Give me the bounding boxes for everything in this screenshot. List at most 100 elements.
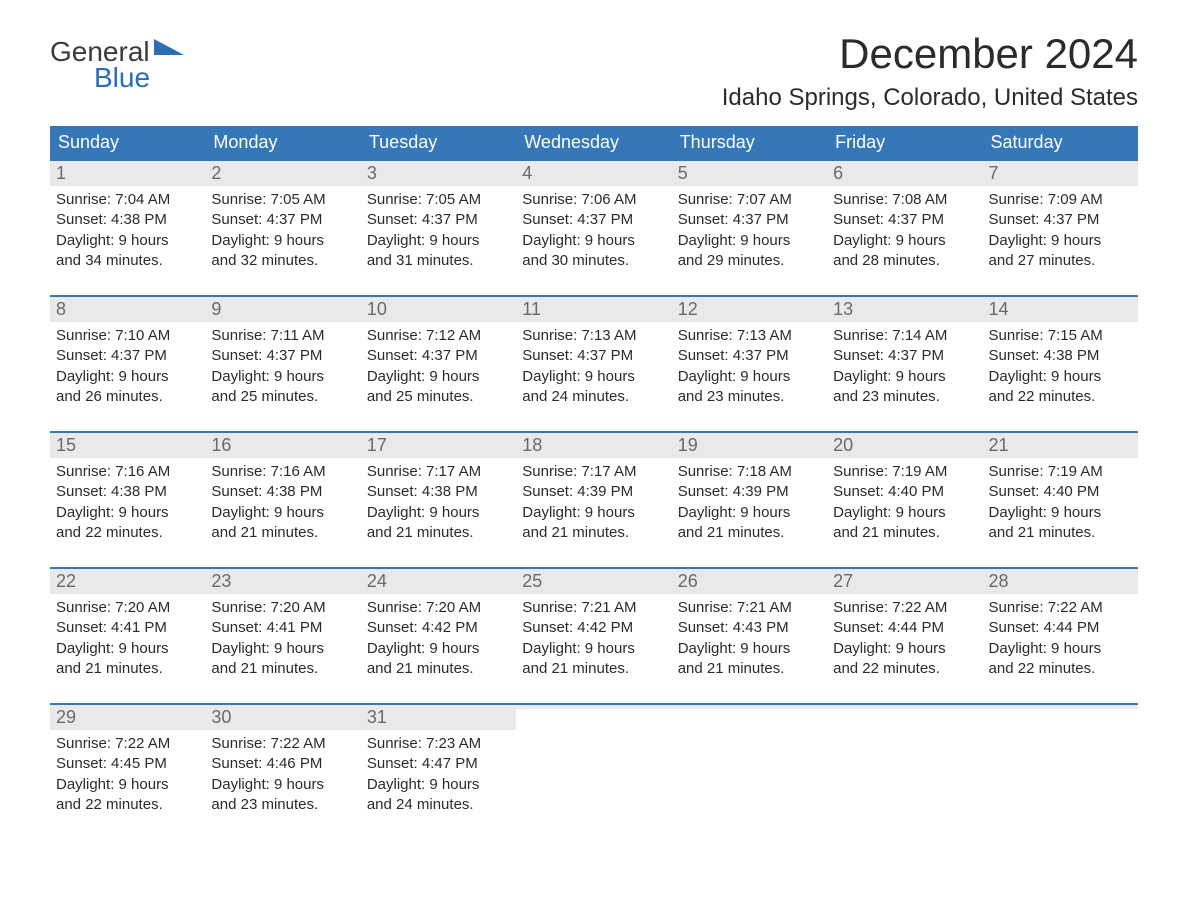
- day-number: 19: [672, 433, 827, 458]
- daylight-line1: Daylight: 9 hours: [522, 231, 665, 251]
- day-number: 20: [827, 433, 982, 458]
- day-number: 3: [361, 161, 516, 186]
- daylight-line1: Daylight: 9 hours: [367, 367, 510, 387]
- daylight-line1: Daylight: 9 hours: [367, 775, 510, 795]
- daylight-line2: and 21 minutes.: [367, 659, 510, 679]
- sunrise-text: Sunrise: 7:05 AM: [367, 190, 510, 210]
- daylight-line2: and 28 minutes.: [833, 251, 976, 271]
- sunset-text: Sunset: 4:40 PM: [989, 482, 1132, 502]
- day-body: Sunrise: 7:04 AMSunset: 4:38 PMDaylight:…: [50, 186, 205, 277]
- day-number: 30: [205, 705, 360, 730]
- day-cell: 28Sunrise: 7:22 AMSunset: 4:44 PMDayligh…: [983, 569, 1138, 685]
- sunrise-text: Sunrise: 7:14 AM: [833, 326, 976, 346]
- day-cell: 20Sunrise: 7:19 AMSunset: 4:40 PMDayligh…: [827, 433, 982, 549]
- day-cell: 27Sunrise: 7:22 AMSunset: 4:44 PMDayligh…: [827, 569, 982, 685]
- day-body: [983, 709, 1138, 719]
- calendar: Sunday Monday Tuesday Wednesday Thursday…: [50, 126, 1138, 821]
- day-body: Sunrise: 7:21 AMSunset: 4:42 PMDaylight:…: [516, 594, 671, 685]
- sunset-text: Sunset: 4:37 PM: [833, 210, 976, 230]
- daylight-line1: Daylight: 9 hours: [833, 231, 976, 251]
- day-body: Sunrise: 7:19 AMSunset: 4:40 PMDaylight:…: [983, 458, 1138, 549]
- flag-icon: [154, 38, 184, 66]
- dow-thursday: Thursday: [672, 126, 827, 159]
- day-cell: 30Sunrise: 7:22 AMSunset: 4:46 PMDayligh…: [205, 705, 360, 821]
- sunset-text: Sunset: 4:42 PM: [522, 618, 665, 638]
- day-number: 24: [361, 569, 516, 594]
- sunrise-text: Sunrise: 7:22 AM: [833, 598, 976, 618]
- daylight-line2: and 21 minutes.: [522, 523, 665, 543]
- day-body: Sunrise: 7:14 AMSunset: 4:37 PMDaylight:…: [827, 322, 982, 413]
- sunset-text: Sunset: 4:38 PM: [211, 482, 354, 502]
- day-cell: 16Sunrise: 7:16 AMSunset: 4:38 PMDayligh…: [205, 433, 360, 549]
- daylight-line2: and 21 minutes.: [678, 659, 821, 679]
- sunrise-text: Sunrise: 7:16 AM: [56, 462, 199, 482]
- day-body: Sunrise: 7:12 AMSunset: 4:37 PMDaylight:…: [361, 322, 516, 413]
- week-row: 22Sunrise: 7:20 AMSunset: 4:41 PMDayligh…: [50, 567, 1138, 685]
- daylight-line1: Daylight: 9 hours: [367, 231, 510, 251]
- day-body: Sunrise: 7:05 AMSunset: 4:37 PMDaylight:…: [361, 186, 516, 277]
- daylight-line1: Daylight: 9 hours: [211, 639, 354, 659]
- day-cell: 3Sunrise: 7:05 AMSunset: 4:37 PMDaylight…: [361, 161, 516, 277]
- sunrise-text: Sunrise: 7:06 AM: [522, 190, 665, 210]
- sunset-text: Sunset: 4:37 PM: [367, 210, 510, 230]
- month-title: December 2024: [722, 30, 1138, 78]
- sunset-text: Sunset: 4:41 PM: [211, 618, 354, 638]
- day-cell: [827, 705, 982, 821]
- day-number: 1: [50, 161, 205, 186]
- daylight-line2: and 30 minutes.: [522, 251, 665, 271]
- daylight-line2: and 21 minutes.: [522, 659, 665, 679]
- day-cell: 11Sunrise: 7:13 AMSunset: 4:37 PMDayligh…: [516, 297, 671, 413]
- daylight-line1: Daylight: 9 hours: [833, 639, 976, 659]
- day-number: 22: [50, 569, 205, 594]
- day-body: Sunrise: 7:20 AMSunset: 4:42 PMDaylight:…: [361, 594, 516, 685]
- day-number: 23: [205, 569, 360, 594]
- day-body: Sunrise: 7:09 AMSunset: 4:37 PMDaylight:…: [983, 186, 1138, 277]
- daylight-line2: and 26 minutes.: [56, 387, 199, 407]
- week-row: 8Sunrise: 7:10 AMSunset: 4:37 PMDaylight…: [50, 295, 1138, 413]
- sunrise-text: Sunrise: 7:20 AM: [367, 598, 510, 618]
- sunrise-text: Sunrise: 7:20 AM: [56, 598, 199, 618]
- day-number: 6: [827, 161, 982, 186]
- daylight-line1: Daylight: 9 hours: [678, 231, 821, 251]
- dow-monday: Monday: [205, 126, 360, 159]
- daylight-line2: and 21 minutes.: [367, 523, 510, 543]
- day-body: Sunrise: 7:15 AMSunset: 4:38 PMDaylight:…: [983, 322, 1138, 413]
- daylight-line1: Daylight: 9 hours: [989, 231, 1132, 251]
- day-cell: 23Sunrise: 7:20 AMSunset: 4:41 PMDayligh…: [205, 569, 360, 685]
- daylight-line1: Daylight: 9 hours: [678, 367, 821, 387]
- daylight-line1: Daylight: 9 hours: [989, 367, 1132, 387]
- sunrise-text: Sunrise: 7:17 AM: [367, 462, 510, 482]
- day-body: [827, 709, 982, 719]
- daylight-line2: and 21 minutes.: [56, 659, 199, 679]
- sunset-text: Sunset: 4:42 PM: [367, 618, 510, 638]
- sunset-text: Sunset: 4:37 PM: [678, 210, 821, 230]
- day-cell: 25Sunrise: 7:21 AMSunset: 4:42 PMDayligh…: [516, 569, 671, 685]
- sunset-text: Sunset: 4:43 PM: [678, 618, 821, 638]
- day-number: 16: [205, 433, 360, 458]
- day-number: 11: [516, 297, 671, 322]
- sunrise-text: Sunrise: 7:04 AM: [56, 190, 199, 210]
- daylight-line2: and 22 minutes.: [56, 523, 199, 543]
- sunrise-text: Sunrise: 7:21 AM: [678, 598, 821, 618]
- day-cell: 2Sunrise: 7:05 AMSunset: 4:37 PMDaylight…: [205, 161, 360, 277]
- day-cell: 24Sunrise: 7:20 AMSunset: 4:42 PMDayligh…: [361, 569, 516, 685]
- sunrise-text: Sunrise: 7:13 AM: [522, 326, 665, 346]
- day-number: 17: [361, 433, 516, 458]
- dow-saturday: Saturday: [983, 126, 1138, 159]
- daylight-line2: and 23 minutes.: [833, 387, 976, 407]
- daylight-line2: and 24 minutes.: [367, 795, 510, 815]
- sunset-text: Sunset: 4:39 PM: [522, 482, 665, 502]
- sunset-text: Sunset: 4:37 PM: [833, 346, 976, 366]
- daylight-line2: and 21 minutes.: [833, 523, 976, 543]
- day-body: Sunrise: 7:16 AMSunset: 4:38 PMDaylight:…: [50, 458, 205, 549]
- daylight-line2: and 27 minutes.: [989, 251, 1132, 271]
- sunrise-text: Sunrise: 7:05 AM: [211, 190, 354, 210]
- sunrise-text: Sunrise: 7:23 AM: [367, 734, 510, 754]
- sunrise-text: Sunrise: 7:17 AM: [522, 462, 665, 482]
- sunrise-text: Sunrise: 7:21 AM: [522, 598, 665, 618]
- day-number: 9: [205, 297, 360, 322]
- day-body: Sunrise: 7:06 AMSunset: 4:37 PMDaylight:…: [516, 186, 671, 277]
- day-cell: 18Sunrise: 7:17 AMSunset: 4:39 PMDayligh…: [516, 433, 671, 549]
- sunset-text: Sunset: 4:39 PM: [678, 482, 821, 502]
- weeks-container: 1Sunrise: 7:04 AMSunset: 4:38 PMDaylight…: [50, 159, 1138, 821]
